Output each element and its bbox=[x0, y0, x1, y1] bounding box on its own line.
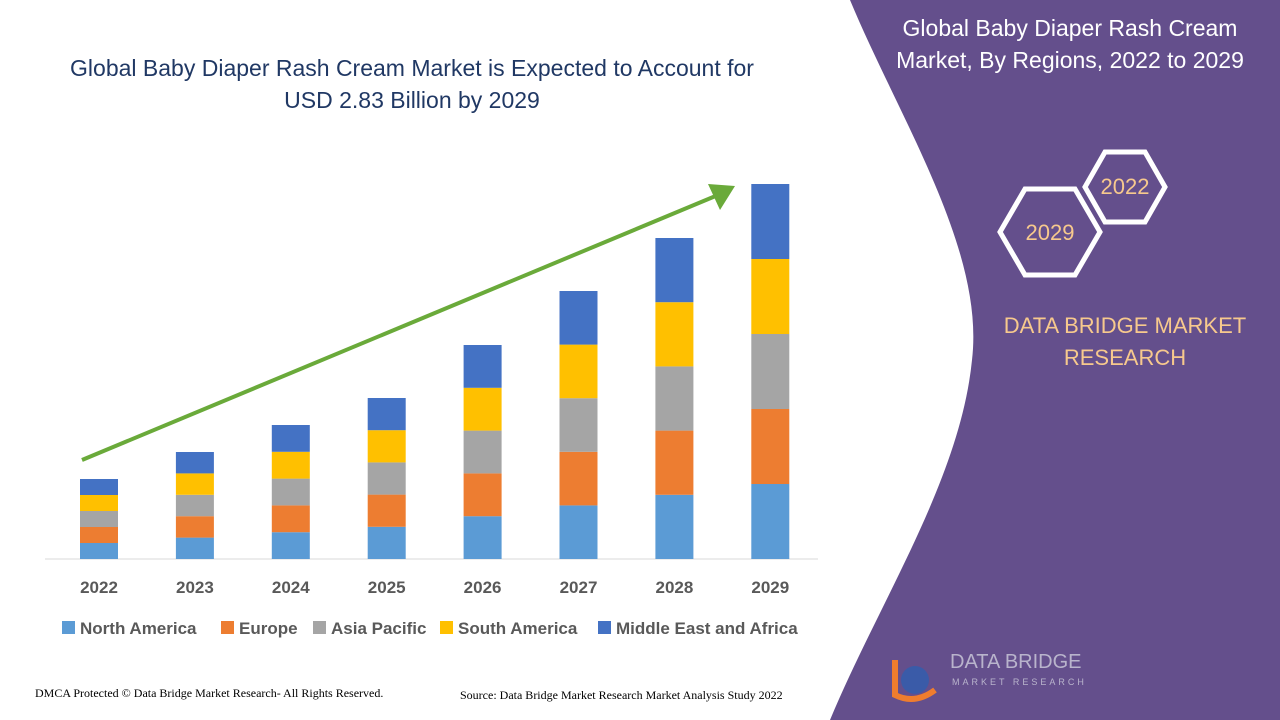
x-tick-label: 2025 bbox=[368, 578, 406, 597]
bar-segment bbox=[367, 526, 406, 559]
bar-segment bbox=[751, 184, 790, 259]
legend-swatch bbox=[313, 621, 326, 634]
bar-segment bbox=[655, 302, 694, 367]
x-tick-label: 2029 bbox=[751, 578, 789, 597]
legend-label: South America bbox=[458, 619, 578, 638]
side-title: Global Baby Diaper Rash Cream Market, By… bbox=[896, 15, 1244, 73]
bar-segment bbox=[80, 511, 118, 527]
legend-label: Europe bbox=[239, 619, 298, 638]
bar-segment bbox=[655, 366, 694, 431]
bar-segment bbox=[271, 425, 310, 452]
bar-segment bbox=[271, 478, 310, 506]
bar-segment bbox=[463, 430, 502, 474]
x-tick-label: 2028 bbox=[655, 578, 693, 597]
bar-segment bbox=[367, 494, 406, 527]
badge: 2029 bbox=[1026, 220, 1075, 245]
bar-segment bbox=[559, 451, 598, 506]
bar-segment bbox=[271, 451, 310, 479]
bar-segment bbox=[655, 238, 694, 303]
bar-segment bbox=[559, 398, 598, 452]
footer-right: Source: Data Bridge Market Research Mark… bbox=[460, 688, 783, 702]
trend-arrow bbox=[81, 193, 719, 462]
legend-swatch bbox=[598, 621, 611, 634]
bar-segment bbox=[175, 537, 214, 559]
x-tick-label: 2023 bbox=[176, 578, 214, 597]
legend-label: Middle East and Africa bbox=[616, 619, 798, 638]
bar-segment bbox=[80, 495, 118, 511]
x-tick-label: 2026 bbox=[464, 578, 502, 597]
bar-segment bbox=[80, 527, 118, 543]
bar-segment bbox=[751, 334, 790, 409]
bar-segment bbox=[751, 484, 790, 559]
arrow-head bbox=[708, 184, 735, 210]
logo-name: DATA BRIDGE bbox=[950, 651, 1082, 673]
bar-segment bbox=[175, 494, 214, 517]
legend-label: Asia Pacific bbox=[331, 619, 426, 638]
bar-segment bbox=[80, 479, 118, 495]
x-tick-label: 2024 bbox=[272, 578, 310, 597]
bar-segment bbox=[463, 345, 502, 388]
bar-segment bbox=[463, 387, 502, 431]
logo-icon bbox=[901, 666, 929, 694]
bar-segment bbox=[463, 516, 502, 559]
hexagon bbox=[1082, 149, 1168, 225]
brand: DATA BRIDGE MARKET RESEARCH bbox=[1003, 313, 1247, 370]
bar-segment bbox=[751, 409, 790, 484]
legend-swatch bbox=[62, 621, 75, 634]
bar-segment bbox=[175, 473, 214, 495]
bar-segment bbox=[367, 430, 406, 463]
x-tick-label: 2022 bbox=[80, 578, 118, 597]
bar-segment bbox=[559, 344, 598, 399]
logo-icon bbox=[892, 660, 937, 702]
hexagon bbox=[997, 186, 1103, 278]
legend-swatch bbox=[440, 621, 453, 634]
bar-segment bbox=[367, 398, 406, 431]
side-panel bbox=[830, 0, 1280, 720]
bar-segment bbox=[271, 505, 310, 533]
badge: 2022 bbox=[1101, 174, 1150, 199]
bar-segment bbox=[367, 462, 406, 495]
bar-segment bbox=[559, 505, 598, 559]
footer-left: DMCA Protected © Data Bridge Market Rese… bbox=[35, 686, 384, 700]
bar-segment bbox=[271, 532, 310, 559]
bar-segment bbox=[175, 516, 214, 538]
bar-segment bbox=[463, 473, 502, 517]
logo-tagline: MARKET RESEARCH bbox=[952, 677, 1087, 687]
legend-label: North America bbox=[80, 619, 197, 638]
bar-segment bbox=[655, 430, 694, 495]
chart-title: Global Baby Diaper Rash Cream Market is … bbox=[70, 55, 754, 113]
legend-swatch bbox=[221, 621, 234, 634]
bar-segment bbox=[80, 543, 118, 559]
bar-segment bbox=[655, 494, 694, 559]
bar-segment bbox=[175, 452, 214, 474]
bar-segment bbox=[751, 259, 790, 334]
x-tick-label: 2027 bbox=[560, 578, 598, 597]
bar-segment bbox=[559, 291, 598, 345]
